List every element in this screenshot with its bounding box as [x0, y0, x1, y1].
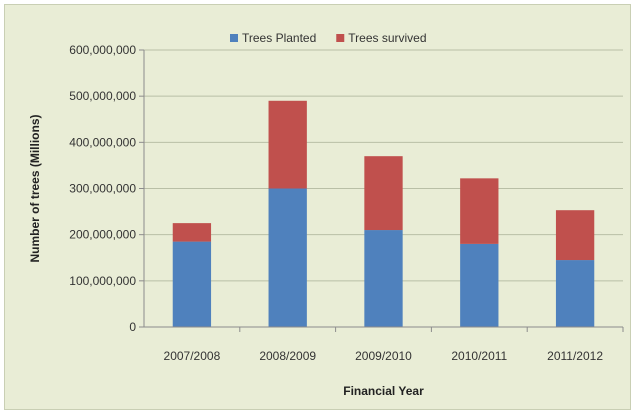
y-tick-label: 400,000,000 [69, 135, 136, 149]
bar-trees-planted [172, 241, 212, 327]
x-axis-ticks: 2007/2008 2008/2009 2009/2010 2010/2011 2011… [164, 327, 624, 363]
legend: Trees Planted Trees survived [230, 31, 427, 45]
x-tick-label: 2008/2009 [259, 349, 316, 363]
y-axis-title: Number of trees (Millions) [28, 114, 42, 262]
x-tick-label: 2009/2010 [355, 349, 412, 363]
legend-swatch [230, 34, 238, 42]
x-tick-label: 2007/2008 [164, 349, 221, 363]
x-tick-label: 2010/2011 [451, 349, 507, 363]
legend-swatch [336, 34, 345, 42]
y-tick-label: 300,000,000 [69, 182, 136, 196]
legend-label: Trees Planted [242, 31, 316, 45]
bar-trees-survived [268, 100, 307, 189]
y-tick-label: 200,000,000 [69, 228, 136, 242]
legend-label: Trees survived [348, 31, 426, 45]
y-tick-label: 600,000,000 [69, 43, 136, 57]
bar-trees-survived [172, 223, 212, 242]
bars [172, 100, 595, 327]
y-tick-label: 0 [129, 320, 136, 334]
x-axis-title: Financial Year [343, 384, 424, 398]
bar-trees-survived [460, 178, 499, 244]
y-tick-label: 100,000,000 [69, 274, 136, 288]
bar-trees-planted [460, 243, 499, 327]
bar-trees-planted [555, 260, 595, 327]
bar-trees-survived [364, 156, 403, 231]
bar-trees-planted [364, 230, 403, 327]
y-tick-label: 500,000,000 [69, 89, 136, 103]
x-tick-label: 2011/2012 [547, 349, 603, 363]
y-axis-ticks: 0 100,000,000 200,000,000 300,000,000 400,00… [69, 43, 144, 334]
chart-frame: 0 100,000,000 200,000,000 300,000,000 400,00… [4, 4, 631, 410]
stacked-bar-chart: 0 100,000,000 200,000,000 300,000,000 400,00… [28, 31, 624, 398]
bar-trees-planted [268, 188, 307, 327]
bar-trees-survived [555, 210, 595, 261]
